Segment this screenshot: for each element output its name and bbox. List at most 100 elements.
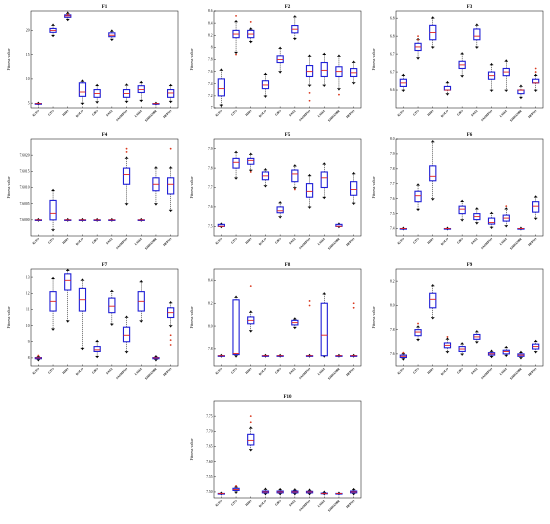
x-tick-label: FATA — [470, 108, 479, 117]
max-marker — [169, 166, 172, 168]
iqr-box — [305, 65, 314, 78]
x-tick-label: HFPSO — [345, 108, 356, 119]
outlier-point — [308, 99, 311, 102]
outlier-point — [352, 306, 355, 309]
max-marker — [504, 207, 508, 209]
min-marker — [475, 222, 479, 225]
min-marker — [446, 93, 449, 96]
x-tick-label: GBO — [456, 236, 464, 244]
x-tick-label: FATA — [288, 108, 297, 117]
box-sasmpso — [305, 173, 314, 209]
x-tick-label: SASMPSO — [480, 366, 494, 380]
iqr-box — [122, 326, 131, 343]
outlier-point — [402, 351, 405, 354]
box-sasmpso — [487, 349, 496, 359]
box-hfpso — [350, 302, 358, 358]
y-axis-label: Fitness value — [6, 306, 11, 328]
max-marker — [308, 54, 311, 57]
min-marker — [264, 185, 267, 188]
min-marker — [322, 85, 326, 87]
y-tick-label: 10 — [26, 77, 30, 81]
x-tick-label: EHHASBR — [327, 498, 341, 512]
box-igto — [34, 217, 42, 222]
outlier-point — [249, 421, 252, 424]
x-tick-label: HHO — [245, 366, 253, 374]
min-marker — [95, 356, 99, 359]
max-marker — [154, 101, 158, 104]
x-tick-label: FATA — [288, 498, 297, 507]
y-tick-label: 7.8 — [208, 166, 213, 170]
x-tick-label: ROLO — [440, 108, 450, 118]
x-tick-label: GBO — [456, 108, 464, 116]
min-marker — [446, 351, 449, 354]
x-tick-label: SASMPSO — [298, 236, 312, 250]
max-marker — [220, 68, 223, 71]
outlier-point — [352, 302, 355, 305]
max-marker — [293, 164, 297, 166]
box-gto — [232, 295, 240, 358]
x-tick-label: GBO — [91, 236, 99, 244]
max-marker — [534, 195, 537, 197]
box-lsma — [320, 292, 328, 358]
y-tick-label: 7.6010 — [20, 186, 30, 190]
x-tick-label: GBO — [274, 498, 282, 506]
box-gbo — [93, 83, 101, 104]
outlier-point — [169, 339, 172, 342]
y-tick-label: 8 — [28, 356, 30, 360]
plot-frame — [30, 10, 179, 109]
box-fata — [291, 317, 299, 330]
iqr-box — [247, 316, 255, 325]
box-fata — [291, 164, 299, 191]
max-marker — [519, 84, 523, 87]
max-marker — [81, 217, 84, 220]
panel-f8: F8 Fitness value 7.8 8.0 8.2 8.4 IGTO GTO HHO ROL… — [189, 263, 362, 380]
min-marker — [169, 101, 172, 104]
x-tick-label: IGTO — [215, 236, 224, 245]
box-ehhasbr — [152, 166, 160, 206]
x-tick-label: HFPSO — [345, 236, 356, 247]
x-tick-label: IGTO — [215, 498, 224, 507]
y-axis-label: Fitness value — [371, 176, 376, 198]
min-marker — [95, 101, 99, 104]
max-marker — [460, 52, 464, 54]
box-rolo — [261, 168, 270, 188]
plot-frame — [395, 138, 544, 237]
min-marker — [534, 351, 537, 354]
plot-frame — [30, 138, 179, 237]
min-marker — [322, 197, 326, 200]
max-marker — [322, 490, 326, 493]
iqr-box — [532, 78, 540, 84]
max-marker — [504, 59, 508, 62]
max-marker — [446, 226, 449, 229]
iqr-box — [49, 199, 57, 221]
outlier-point — [125, 151, 128, 153]
box-hho — [429, 139, 437, 201]
min-marker — [308, 493, 311, 496]
y-tick-label: 11 — [26, 308, 30, 312]
min-marker — [402, 90, 405, 93]
x-tick-label: ROLO — [75, 366, 85, 376]
box-lsma — [502, 345, 510, 358]
max-marker — [278, 487, 282, 490]
iqr-box — [443, 85, 452, 91]
box-gto — [232, 150, 240, 180]
box-igto — [399, 226, 407, 231]
max-marker — [322, 162, 326, 165]
min-marker — [519, 357, 523, 360]
box-hfpso — [350, 171, 358, 206]
y-tick-label: 7.60 — [206, 460, 212, 464]
y-tick-label: 7.6000 — [20, 218, 30, 222]
min-marker — [490, 90, 493, 93]
x-tick-label: SASMPSO — [480, 108, 494, 122]
y-tick-label: 6.6 — [390, 88, 395, 92]
x-tick-label: EHHASBR — [327, 366, 341, 380]
panel-title: F9 — [467, 263, 473, 268]
iqr-box — [64, 273, 72, 291]
box-gbo — [458, 342, 466, 356]
panel-title: F7 — [102, 263, 108, 268]
min-marker — [460, 75, 464, 78]
min-marker — [490, 356, 493, 359]
max-marker — [95, 217, 99, 220]
min-marker — [475, 47, 479, 49]
min-marker — [234, 178, 238, 180]
